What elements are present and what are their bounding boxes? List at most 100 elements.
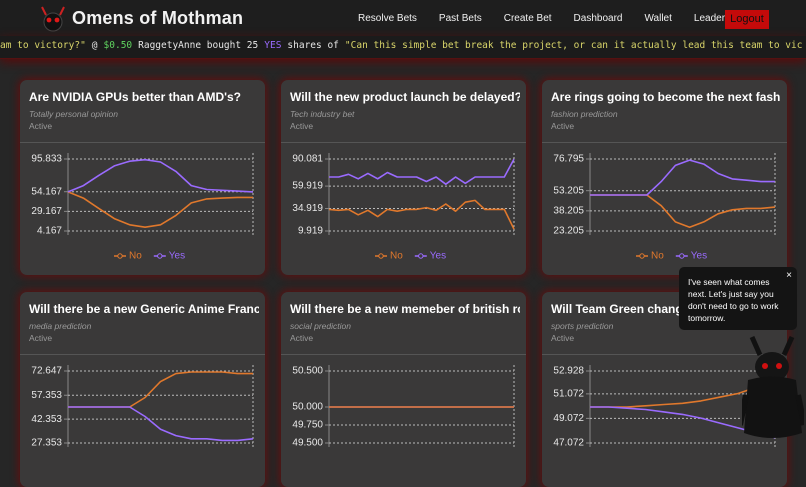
separator [281,142,526,143]
separator [20,354,265,355]
legend-label: Yes [169,251,185,262]
y-tick-label: 50.000 [292,402,323,413]
series-line [329,158,515,186]
series-line [68,406,254,442]
card-status: Active [290,333,314,343]
legend-marker [418,253,424,259]
ticker-text: @ [91,40,98,51]
nav-link[interactable]: Create Bet [503,13,552,24]
card-subtitle: sports prediction [551,321,614,331]
y-tick-label: 72.647 [31,366,62,377]
card-title: Will there be a new Generic Anime Franch… [29,302,259,316]
separator [281,354,526,355]
chart: 90.081 59.919 34.919 9.919 No Yes [292,153,515,262]
chart: 95.833 54.167 29.167 4.167 No Yes [31,153,254,262]
y-tick-label: 49.500 [292,438,323,449]
bet-card[interactable]: Are NVIDIA GPUs better than AMD's? Totall… [20,80,265,275]
nav-link[interactable]: Leaderboard [693,13,751,24]
separator [542,354,787,355]
card-subtitle: Tech industry bet [290,109,355,119]
card-status: Active [29,333,53,343]
series-line [328,199,515,230]
y-tick-label: 59.919 [292,181,323,192]
y-tick-label: 90.081 [292,154,323,165]
series-line [590,406,776,439]
card-subtitle: social prediction [290,321,351,331]
logout-button[interactable]: Logout [725,10,769,29]
y-tick-label: 95.833 [31,154,62,165]
card-title: Are rings going to become the next fashi… [551,90,781,104]
bet-card[interactable]: Are rings going to become the next fashi… [542,80,787,275]
legend-marker [679,253,685,259]
y-tick-label: 49.072 [553,413,584,424]
nav-link[interactable]: Past Bets [438,13,482,24]
y-tick-label: 42.353 [31,414,62,425]
series-line [68,371,253,408]
y-tick-label: 27.353 [31,438,62,449]
y-tick-label: 9.919 [298,226,323,237]
ticker-text: shares of [287,40,339,51]
y-tick-label: 34.919 [292,203,323,214]
card-title: Are NVIDIA GPUs better than AMD's? [29,90,241,104]
ticker-text: "Can this simple bet break the project, … [344,40,803,51]
ticker: am to victory?" @ $0.50 RaggetyAnne bought … [0,36,806,59]
card-subtitle: Totally personal opinion [29,109,118,119]
y-tick-label: 47.072 [553,438,584,449]
y-tick-label: 23.205 [553,226,584,237]
chat-popup: I've seen what comes next. Let's just sa… [679,267,797,330]
chart: 72.647 57.353 42.353 27.353 [31,365,254,449]
popup-text: I've seen what comes next. Let's just sa… [688,277,779,323]
close-button[interactable]: × [786,270,792,281]
ticker-text: am to victory?" [0,40,86,51]
bet-card[interactable]: Will there be a new memeber of british r… [281,292,526,487]
y-tick-label: 52.928 [553,366,584,377]
card-status: Active [551,121,575,131]
card-status: Active [290,121,314,131]
separator [20,142,265,143]
card-status: Active [551,333,575,343]
ticker-text: RaggetyAnne bought 25 [138,40,259,51]
y-tick-label: 49.750 [292,420,323,431]
ticker-text: YES [264,40,282,51]
series-line [67,158,254,193]
card-subtitle: fashion prediction [551,109,618,119]
card-subtitle: media prediction [29,321,92,331]
series-line [67,191,253,228]
logo[interactable]: Omens of Mothman [72,8,244,28]
y-tick-label: 50.500 [292,366,323,377]
y-tick-label: 57.353 [31,390,62,401]
chart: 52.928 51.072 49.072 47.072 [553,365,776,449]
chart: 50.500 50.000 49.750 49.500 [292,365,515,449]
y-tick-label: 29.167 [31,206,62,217]
nav-link[interactable]: Wallet [644,13,672,24]
bet-card[interactable]: Will the new product launch be delayed? T… [281,80,526,275]
legend-label: Yes [430,251,446,262]
y-tick-label: 4.167 [37,226,62,237]
separator [542,142,787,143]
header: Omens of Mothman Resolve Bets Past Bets Cr… [0,0,806,36]
chart: 76.795 53.205 38.205 23.205 No Yes [553,153,776,262]
legend-marker [117,253,123,259]
legend-label: No [651,251,664,262]
ticker-text: $0.50 [103,40,133,51]
nav: Resolve Bets Past Bets Create Bet Dashboard… [358,13,773,24]
legend-label: No [390,251,403,262]
legend-marker [378,253,384,259]
y-tick-label: 53.205 [553,185,584,196]
y-tick-label: 38.205 [553,205,584,216]
card-title: Will Team Green change [551,302,690,316]
legend-marker [639,253,645,259]
legend-label: No [129,251,142,262]
card-status: Active [29,121,53,131]
y-tick-label: 76.795 [553,154,584,165]
nav-link[interactable]: Resolve Bets [358,13,417,24]
card-title: Will there be a new memeber of british r… [290,302,520,316]
legend-label: Yes [691,251,707,262]
mothman-plush [742,335,804,438]
bet-card[interactable]: Will there be a new Generic Anime Franch… [20,292,265,487]
logo-icon [41,6,65,32]
series-line [590,159,775,196]
nav-link[interactable]: Dashboard [573,13,623,24]
y-tick-label: 51.072 [553,388,584,399]
